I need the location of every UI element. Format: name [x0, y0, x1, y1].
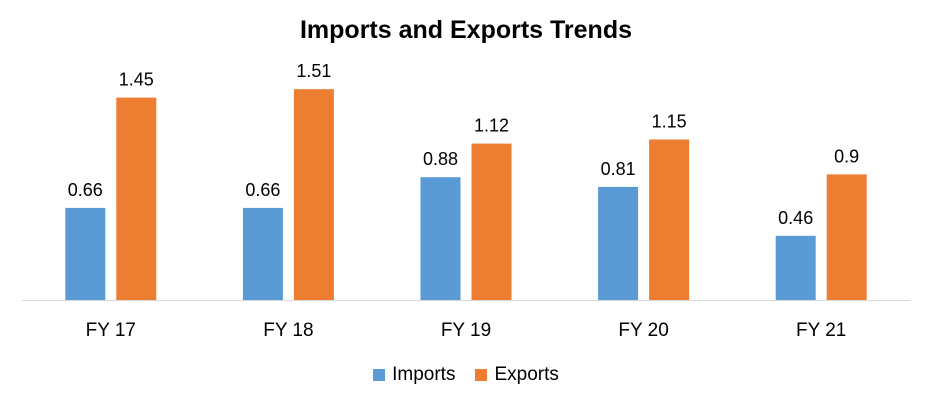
data-label-exports-fy-20: 1.15: [652, 112, 687, 132]
bar-exports-fy-17: [116, 97, 157, 300]
data-label-exports-fy-21: 0.9: [834, 146, 859, 166]
bar-exports-fy-20: [649, 139, 690, 300]
bar-exports-fy-18: [293, 89, 334, 300]
bar-imports-fy-21: [775, 235, 816, 300]
data-label-exports-fy-17: 1.45: [119, 70, 154, 90]
bar-imports-fy-20: [598, 186, 639, 300]
data-label-imports-fy-19: 0.88: [423, 149, 458, 169]
x-tick-label: FY 20: [618, 320, 668, 341]
x-tick-label: FY 21: [796, 320, 846, 341]
x-tick-label: FY 18: [263, 320, 313, 341]
chart-title: Imports and Exports Trends: [299, 16, 632, 44]
x-tick-label: FY 17: [86, 320, 136, 341]
bar-exports-fy-19: [471, 143, 512, 300]
bar-imports-fy-19: [420, 177, 461, 300]
data-label-exports-fy-19: 1.12: [474, 116, 509, 136]
data-label-imports-fy-17: 0.66: [68, 180, 103, 200]
bar-exports-fy-21: [826, 174, 867, 300]
legend: Imports Exports: [0, 364, 932, 386]
legend-item-imports: Imports: [373, 364, 455, 386]
legend-swatch-imports: [373, 369, 386, 381]
legend-swatch-exports: [475, 369, 488, 381]
bar-imports-fy-17: [65, 207, 106, 300]
legend-label-exports: Exports: [494, 364, 559, 385]
data-label-imports-fy-18: 0.66: [245, 180, 280, 200]
data-label-imports-fy-21: 0.46: [778, 208, 813, 228]
legend-item-exports: Exports: [475, 364, 559, 386]
x-tick-label: FY 19: [441, 320, 491, 341]
bar-imports-fy-18: [242, 207, 283, 300]
data-label-exports-fy-18: 1.51: [296, 61, 331, 81]
data-label-imports-fy-20: 0.81: [601, 159, 636, 179]
legend-label-imports: Imports: [392, 364, 456, 385]
